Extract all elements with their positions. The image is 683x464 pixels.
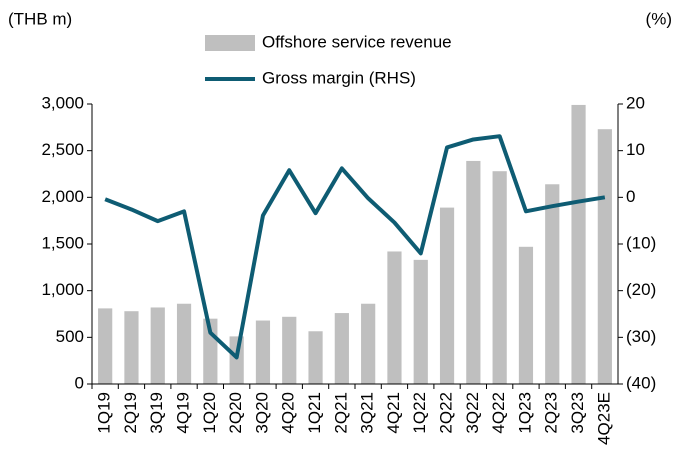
bar — [466, 160, 481, 384]
bar — [98, 308, 113, 384]
bar — [229, 336, 244, 384]
y-tick-label: 1,000 — [41, 280, 84, 299]
x-tick-label: 1Q19 — [95, 392, 114, 434]
x-tick-label: 4Q23E — [594, 392, 613, 445]
bar — [387, 251, 402, 384]
x-tick-label: 2Q23 — [542, 392, 561, 434]
y-tick-label: 2,500 — [41, 140, 84, 159]
y-tick-label: 3,000 — [41, 93, 84, 112]
x-tick-label: 1Q22 — [410, 392, 429, 434]
line — [104, 134, 606, 360]
x-tick-label: 4Q20 — [279, 392, 298, 434]
y2-tick-label: (10) — [626, 233, 656, 252]
bar — [545, 184, 560, 384]
x-tick-label: 3Q22 — [463, 392, 482, 434]
bar — [492, 171, 507, 384]
bar — [255, 320, 271, 384]
x-tick-label: 1Q20 — [200, 392, 219, 434]
y2-tick-label: 20 — [626, 93, 645, 112]
x-tick-label: 2Q22 — [437, 392, 456, 434]
y2-tick-label: 10 — [626, 140, 645, 159]
x-tick-label: 3Q20 — [252, 392, 271, 434]
x-tick-label: 4Q22 — [489, 392, 508, 434]
y-tick-label: 0 — [75, 373, 84, 392]
bar — [518, 246, 534, 384]
bar — [361, 303, 376, 384]
x-tick-label: 3Q23 — [568, 392, 587, 434]
legend-label: Offshore service revenue — [262, 32, 452, 51]
bar — [597, 129, 612, 384]
x-tick-label: 1Q23 — [515, 392, 534, 434]
bar — [308, 331, 323, 384]
x-tick-label: 1Q21 — [305, 392, 324, 434]
y2-tick-label: (20) — [626, 280, 656, 299]
bar — [176, 303, 192, 384]
y2-tick-label: (30) — [626, 327, 656, 346]
y-tick-label: 2,000 — [41, 187, 84, 206]
y-axis-label: (THB m) — [8, 9, 72, 28]
y2-tick-label: 0 — [626, 187, 635, 206]
x-tick-label: 2Q20 — [226, 392, 245, 434]
x-tick-label: 4Q19 — [174, 392, 193, 434]
y-tick-label: 1,500 — [41, 233, 84, 252]
x-tick-label: 4Q21 — [384, 392, 403, 434]
bar — [334, 313, 349, 384]
bar — [282, 316, 297, 384]
y2-tick-label: (40) — [626, 373, 656, 392]
x-tick-label: 3Q19 — [147, 392, 166, 434]
y-tick-label: 500 — [56, 327, 84, 346]
bar — [439, 207, 455, 384]
bar — [150, 307, 165, 384]
x-tick-label: 2Q19 — [121, 392, 140, 434]
legend-swatch — [205, 35, 255, 51]
legend-label: Gross margin (RHS) — [262, 68, 416, 87]
bar — [124, 311, 139, 384]
x-tick-label: 3Q21 — [358, 392, 377, 434]
x-tick-label: 2Q21 — [331, 392, 350, 434]
bar — [413, 259, 428, 384]
y2-axis-label: (%) — [646, 9, 672, 28]
bar — [571, 104, 586, 384]
